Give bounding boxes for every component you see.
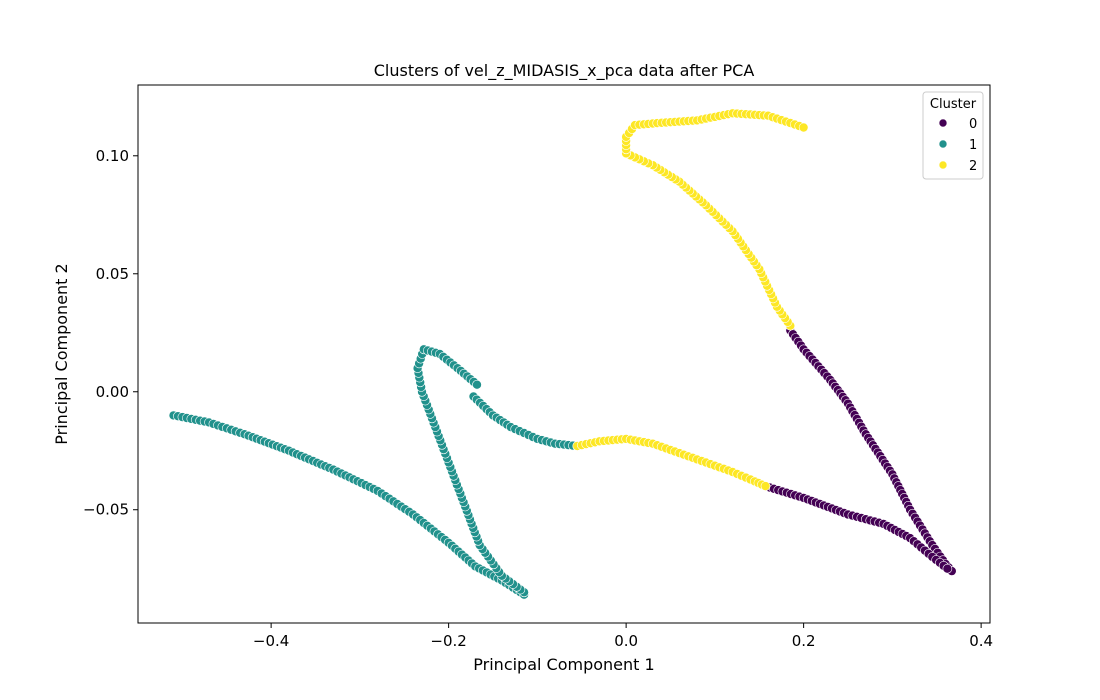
y-axis-label: Principal Component 2	[52, 263, 71, 444]
legend-marker	[938, 139, 948, 149]
legend-entries: 0 1 2	[938, 117, 977, 174]
x-tick-label: −0.2	[430, 632, 466, 650]
cluster-1-points	[168, 344, 583, 600]
data-point	[798, 122, 809, 133]
scatter-points	[168, 108, 957, 600]
data-point	[942, 563, 953, 574]
data-point	[760, 481, 771, 491]
chart-title: Clusters of vel_z_MIDASIS_x_pca data aft…	[374, 61, 755, 81]
cluster-2-points	[572, 108, 809, 491]
y-axis-ticks: −0.05 0.00 0.05 0.10	[83, 147, 138, 519]
legend-label: 1	[969, 138, 977, 153]
cluster-0-points	[760, 325, 957, 576]
x-tick-label: −0.4	[253, 632, 289, 650]
legend-marker	[938, 118, 948, 128]
data-point	[472, 379, 482, 390]
plot-frame	[137, 84, 991, 624]
legend-box	[922, 91, 984, 180]
y-tick-label: 0.05	[96, 265, 129, 283]
legend-marker	[938, 160, 948, 170]
x-axis-label: Principal Component 1	[473, 655, 654, 674]
x-tick-label: 0.2	[792, 632, 816, 650]
x-tick-label: 0.0	[614, 632, 638, 650]
legend-label: 0	[969, 117, 977, 132]
y-tick-label: 0.10	[96, 147, 129, 165]
legend-title: Cluster	[930, 97, 977, 112]
legend: Cluster 0 1 2	[922, 91, 984, 180]
legend-label: 2	[969, 159, 977, 174]
x-tick-label: 0.4	[969, 632, 993, 650]
x-axis-ticks: −0.4 −0.2 0.0 0.2 0.4	[253, 623, 993, 650]
y-tick-label: 0.00	[96, 383, 129, 401]
y-tick-label: −0.05	[83, 501, 129, 519]
